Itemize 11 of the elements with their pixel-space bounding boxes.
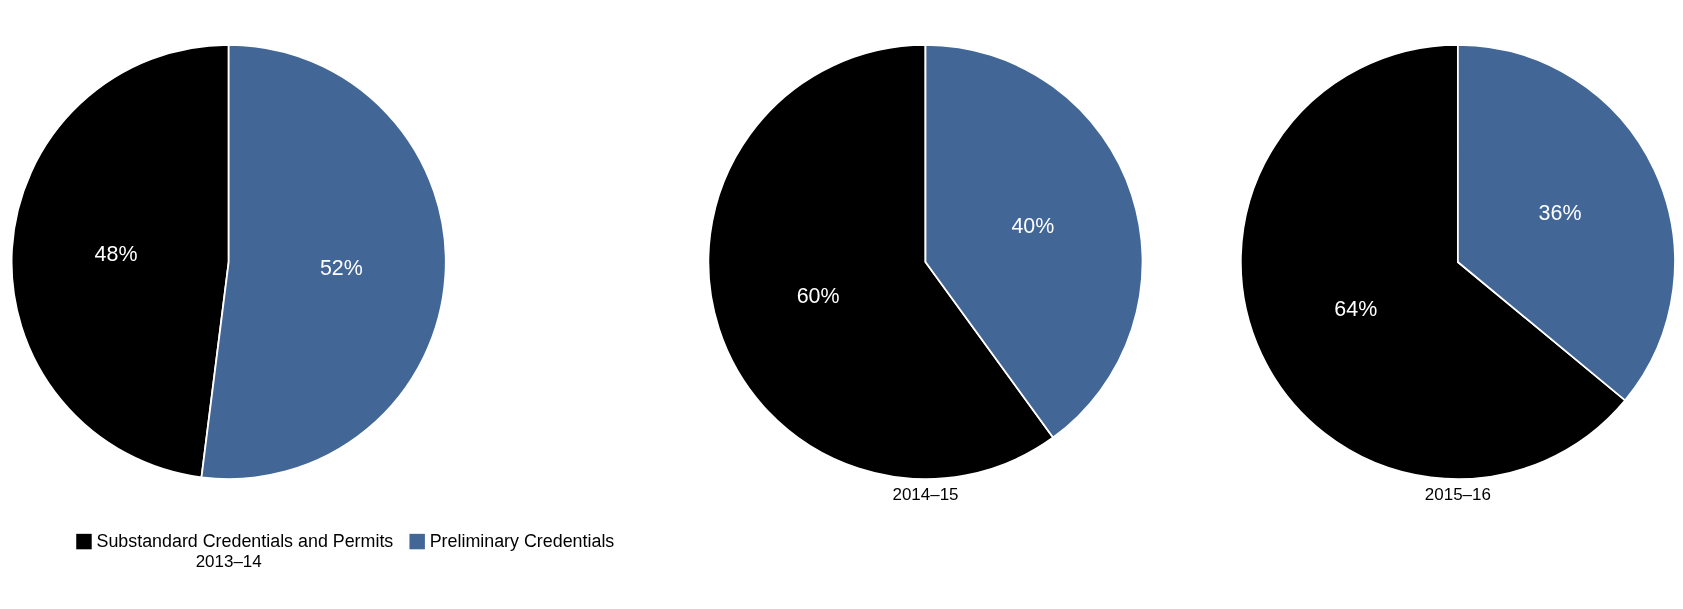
text: 2013–14 bbox=[195, 552, 262, 572]
text: 2014–15 bbox=[892, 484, 959, 504]
legend-label: Substandard Credentials and Permits bbox=[96, 530, 394, 551]
legend-label: Preliminary Credentials bbox=[429, 530, 615, 551]
data-label: 36% bbox=[1538, 201, 1582, 226]
data-label: 52% bbox=[319, 256, 363, 281]
text: 2015–16 bbox=[1424, 484, 1491, 504]
data-label: 64% bbox=[1334, 297, 1378, 322]
data-label: 60% bbox=[796, 284, 840, 309]
data-label: 48% bbox=[94, 242, 138, 267]
data-label: 40% bbox=[1011, 214, 1055, 239]
